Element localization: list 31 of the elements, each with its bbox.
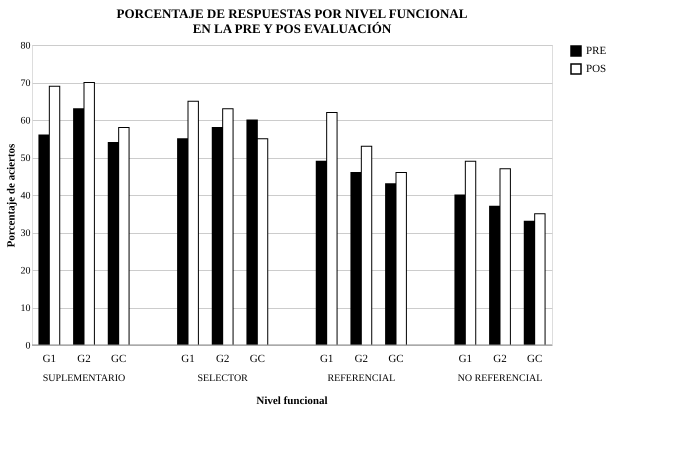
text: PORCENTAJE DE RESPUESTAS POR NIVEL FUNCIONAL: [116, 6, 468, 21]
x-tick-label: G1: [181, 353, 195, 365]
x-tick-label: G1: [42, 353, 56, 365]
x-tick-label: GC: [250, 353, 265, 365]
text: EN LA PRE Y POS EVALUACIÓN: [192, 21, 392, 36]
x-axis-title: Nivel funcional: [256, 395, 328, 407]
y-tick-label: 40: [20, 190, 30, 202]
y-tick-label: 0: [26, 340, 30, 352]
x-tick-label: G2: [354, 353, 368, 365]
y-tick-label: 10: [20, 303, 30, 314]
x-tick-label: G1: [458, 353, 472, 365]
y-tick-label: 80: [20, 40, 30, 52]
y-tick-label: 20: [20, 266, 30, 276]
y-tick-label: 60: [20, 116, 30, 126]
text: SUPLEMENTARIO: [42, 373, 126, 384]
y-tick-label: 70: [20, 78, 30, 89]
legend-label: POS: [586, 63, 606, 75]
x-tick-label: GC: [388, 353, 404, 365]
text: NO REFERENCIAL: [458, 373, 542, 384]
x-tick-label: G2: [493, 353, 507, 365]
x-tick-label: G1: [320, 353, 334, 365]
text: SELECTOR: [197, 373, 248, 384]
x-tick-label: GC: [111, 353, 126, 365]
x-tick-label: G2: [77, 353, 91, 365]
x-tick-label: GC: [527, 353, 542, 365]
text: REFERENCIAL: [327, 373, 396, 384]
legend-label: PRE: [586, 45, 606, 57]
y-tick-label: 30: [20, 228, 30, 239]
x-tick-label: G2: [216, 353, 230, 365]
y-tick-label: 50: [20, 153, 30, 164]
y-axis-title: Porcentaje de aciertos: [6, 142, 18, 248]
